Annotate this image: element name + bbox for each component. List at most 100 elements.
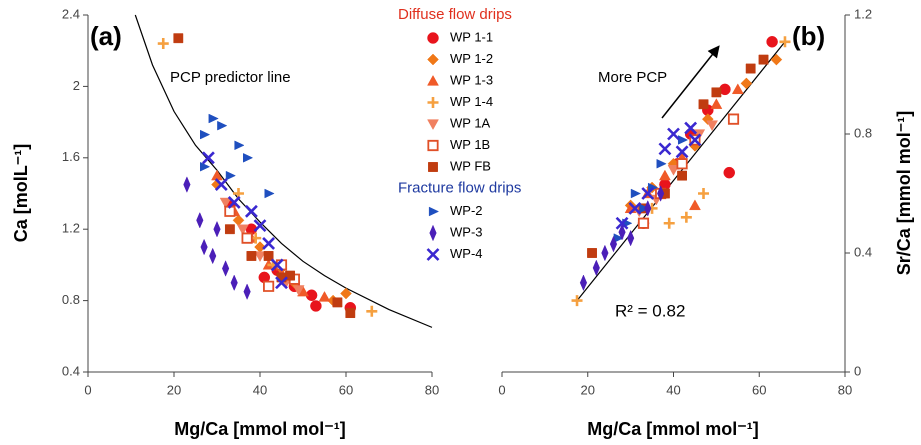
marker-circle: [305, 289, 318, 301]
marker-triangle-right: [234, 140, 245, 151]
y-tick-label: 0.8: [62, 292, 80, 307]
legend-label: WP 1-1: [450, 29, 493, 44]
marker-square-open: [727, 113, 740, 125]
marker-thin-diamond: [609, 235, 618, 253]
legend-label: WP 1B: [450, 137, 490, 152]
marker-triangle-right: [656, 158, 667, 169]
marker-square-open: [676, 158, 688, 170]
marker-thin-diamond: [627, 229, 635, 247]
legend-label: WP 1-4: [450, 94, 493, 109]
marker-diamond: [427, 53, 439, 66]
marker-square: [345, 308, 356, 319]
marker-thin-diamond: [230, 274, 238, 292]
marker-x: [667, 127, 680, 141]
marker-triangle-right: [428, 206, 440, 217]
marker-x: [270, 258, 284, 272]
y-tick-label: 1.6: [62, 149, 80, 164]
r-squared: R² = 0.82: [615, 301, 685, 320]
marker-plus: [157, 38, 169, 50]
marker-x: [615, 216, 629, 230]
marker-triangle-right: [243, 153, 254, 163]
marker-thin-diamond: [579, 274, 588, 292]
marker-square: [758, 54, 769, 65]
marker-x: [641, 187, 655, 200]
marker-plus: [366, 305, 378, 317]
marker-triangle: [427, 74, 439, 86]
x-tick-label: 20: [581, 382, 595, 397]
x-tick-label: 60: [752, 382, 766, 397]
legend-label: WP 1-2: [450, 51, 493, 66]
panel-label: (b): [792, 21, 825, 51]
marker-x: [675, 145, 689, 159]
marker-thin-diamond: [200, 238, 208, 256]
marker-thin-diamond: [592, 259, 600, 277]
marker-square: [677, 170, 687, 181]
marker-triangle-down: [427, 119, 439, 131]
marker-plus: [427, 97, 439, 108]
marker-square: [428, 162, 438, 172]
marker-square: [224, 224, 235, 235]
marker-circle: [723, 167, 735, 179]
legend-label: WP FB: [450, 158, 491, 173]
marker-diamond: [770, 53, 783, 66]
x-tick-label: 0: [498, 382, 505, 397]
marker-square: [332, 297, 343, 308]
y-axis-label: Sr/Ca [mmol mol⁻¹]: [894, 111, 914, 276]
marker-diamond: [740, 77, 753, 90]
marker-thin-diamond: [657, 185, 665, 202]
marker-x: [227, 196, 241, 209]
marker-thin-diamond: [213, 220, 221, 238]
y-tick-label: 1.2: [854, 6, 872, 21]
marker-x: [214, 178, 228, 191]
x-axis-label: Mg/Ca [mmol mol⁻¹]: [587, 419, 759, 439]
x-tick-label: 40: [666, 382, 680, 397]
y-tick-label: 0.4: [854, 244, 872, 259]
marker-x: [426, 248, 440, 261]
marker-x: [262, 237, 276, 250]
x-tick-label: 80: [838, 382, 852, 397]
marker-triangle-right: [225, 170, 236, 181]
x-tick-label: 20: [167, 382, 181, 397]
y-tick-label: 0.8: [854, 125, 872, 140]
marker-triangle: [689, 199, 701, 211]
marker-square: [745, 63, 756, 74]
marker-triangle: [659, 169, 671, 181]
marker-x: [253, 219, 267, 233]
marker-square-open: [427, 139, 439, 152]
marker-plus: [779, 36, 791, 48]
marker-triangle-right: [208, 113, 219, 124]
marker-thin-diamond: [209, 247, 217, 265]
y-tick-label: 0: [854, 363, 861, 378]
marker-circle: [719, 83, 731, 96]
marker-thin-diamond: [222, 260, 230, 277]
marker-triangle-right: [630, 188, 641, 199]
marker-thin-diamond: [618, 223, 626, 241]
marker-x: [628, 201, 642, 215]
marker-triangle-right: [217, 120, 228, 131]
marker-plus: [698, 188, 710, 199]
marker-circle: [427, 32, 439, 44]
marker-plus: [680, 211, 692, 223]
marker-x: [275, 276, 288, 290]
marker-square-open: [241, 232, 253, 244]
marker-triangle: [731, 83, 744, 95]
marker-circle: [258, 271, 271, 284]
marker-circle: [766, 36, 778, 48]
marker-x: [244, 204, 258, 218]
marker-x: [658, 142, 672, 156]
marker-thin-diamond: [601, 244, 609, 262]
marker-square: [246, 251, 257, 261]
y-tick-label: 2: [73, 78, 80, 93]
marker-thin-diamond: [243, 283, 251, 301]
marker-triangle-down: [706, 120, 719, 132]
marker-square-open: [637, 217, 650, 229]
marker-plus: [663, 217, 675, 229]
marker-thin-diamond: [429, 224, 437, 242]
marker-plus: [571, 295, 583, 307]
x-tick-label: 40: [253, 382, 267, 397]
x-tick-label: 60: [339, 382, 353, 397]
y-tick-label: 1.2: [62, 221, 80, 236]
marker-triangle-down: [254, 251, 266, 262]
